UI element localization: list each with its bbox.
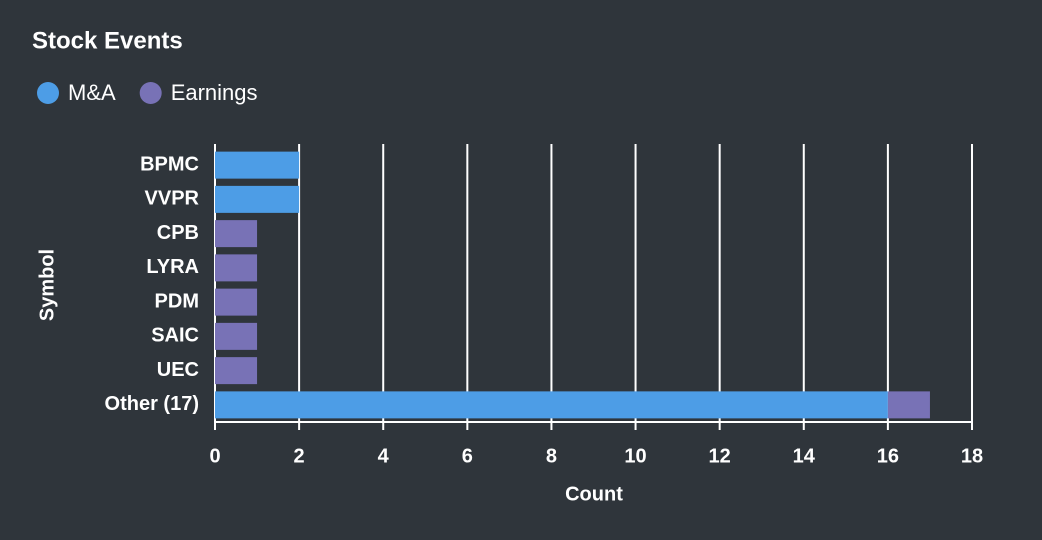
x-tick-label: 12: [709, 445, 731, 467]
y-tick-label: UEC: [157, 359, 199, 381]
x-tick-label: 16: [877, 445, 899, 467]
y-tick-label: BPMC: [140, 153, 199, 175]
legend-marker: [139, 82, 162, 104]
x-tick-label: 6: [462, 445, 473, 467]
y-tick-label: PDM: [155, 290, 199, 312]
x-tick-label: 18: [961, 445, 983, 467]
x-tick-label: 8: [546, 445, 557, 467]
y-tick-label: Other (17): [105, 393, 199, 415]
bar: [215, 185, 300, 213]
x-tick-label: 2: [294, 445, 305, 467]
legend-label: M&A: [68, 80, 116, 105]
bar: [215, 288, 258, 316]
legend-marker: [37, 82, 59, 104]
x-tick-label: 4: [378, 445, 390, 467]
bar: [887, 391, 930, 419]
y-tick-label: VVPR: [145, 188, 200, 210]
y-axis-label: Symbol: [36, 249, 58, 321]
bar: [215, 151, 300, 179]
bar: [215, 322, 258, 350]
bar: [215, 220, 258, 248]
y-tick-label: LYRA: [146, 256, 199, 278]
x-tick-label: 10: [624, 445, 646, 467]
y-tick-label: CPB: [157, 222, 199, 244]
bar: [215, 357, 258, 385]
legend-label: Earnings: [171, 80, 258, 105]
x-tick-label: 0: [209, 445, 220, 467]
y-tick-label: SAIC: [151, 325, 199, 347]
bar: [215, 391, 888, 419]
x-tick-label: 14: [793, 445, 816, 467]
chart-title: Stock Events: [32, 27, 183, 54]
bar: [215, 254, 258, 282]
x-axis-label: Count: [565, 483, 623, 505]
